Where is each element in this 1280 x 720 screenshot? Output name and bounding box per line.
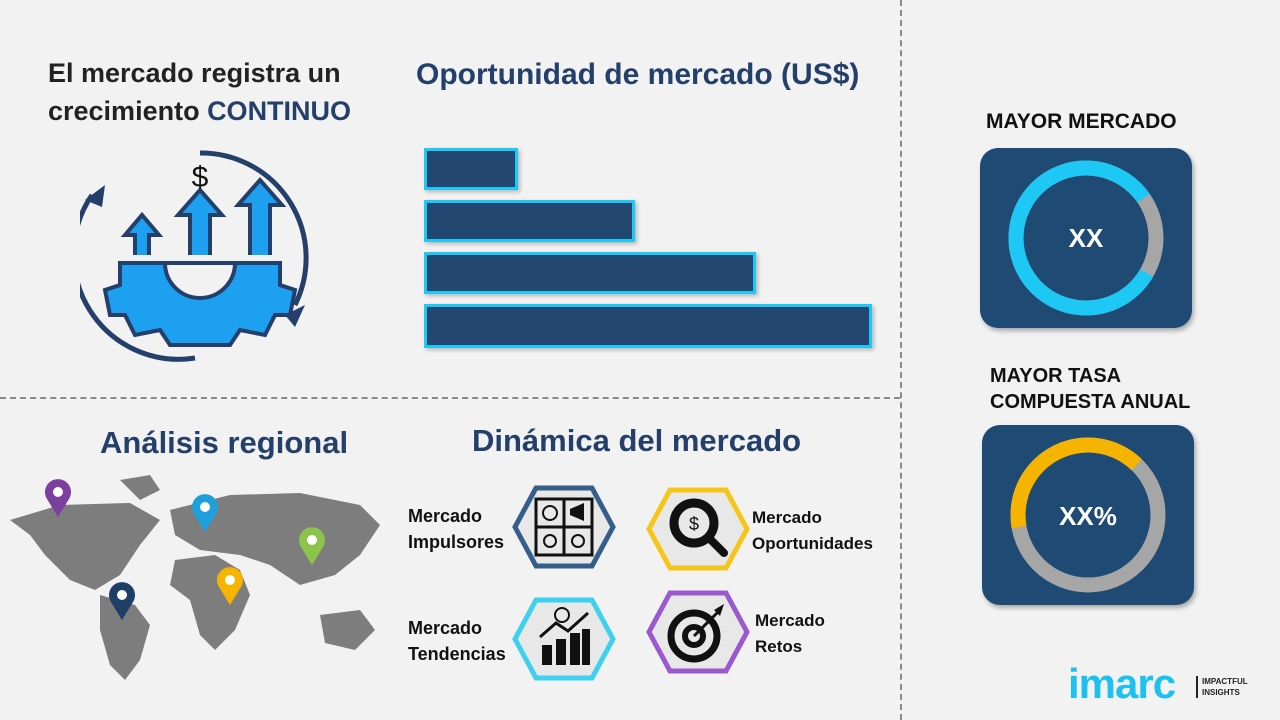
location-pin-icon: [299, 527, 325, 565]
location-pin-icon: [108, 582, 135, 620]
opportunity-bar: [424, 148, 519, 190]
logo-brand: imarc: [1068, 660, 1176, 707]
dynamics-item-line1: Mercado: [752, 508, 822, 527]
imarc-logo: imarc IMPACTFUL INSIGHTS: [1068, 660, 1248, 708]
dynamics-item-label: Mercado Oportunidades: [752, 505, 873, 557]
puzzle-icon: [512, 485, 616, 569]
cagr-value: XX%: [1059, 501, 1117, 531]
largest-market-card: XX: [980, 148, 1192, 328]
cagr-title: MAYOR TASA COMPUESTA ANUAL: [990, 363, 1190, 415]
svg-text:$: $: [192, 161, 209, 194]
dynamics-item-line2: Tendencias: [408, 644, 506, 664]
chart-growth-icon: [512, 597, 616, 681]
vertical-divider: [900, 0, 902, 720]
regional-title: Análisis regional: [100, 425, 349, 460]
location-pin-icon: [192, 494, 218, 532]
largest-market-value: XX: [1068, 223, 1104, 253]
location-pin-icon: [217, 567, 243, 605]
largest-market-title: MAYOR MERCADO: [986, 110, 1177, 133]
dynamics-item-line2: Retos: [755, 637, 803, 656]
magnifier-dollar-icon: $: [646, 487, 750, 571]
dynamics-item-label: Mercado Retos: [755, 608, 825, 660]
largest-market-donut: [1008, 160, 1164, 316]
opportunity-bar: [424, 252, 756, 294]
growth-heading: El mercado registra un crecimiento CONTI…: [48, 54, 351, 130]
cagr-card: XX%: [982, 425, 1194, 605]
logo-tag1: IMPACTFUL: [1202, 677, 1248, 686]
dynamics-item-line1: Mercado: [755, 611, 825, 630]
location-pin-icon: [45, 479, 71, 517]
growth-gear-dollar-icon: $: [80, 150, 309, 362]
dynamics-item-label: Mercado Impulsores: [408, 503, 504, 555]
dynamics-title: Dinámica del mercado: [472, 423, 802, 458]
horizontal-divider: [0, 397, 900, 399]
growth-emphasis: CONTINUO: [207, 96, 352, 126]
opportunity-bar: [424, 304, 872, 348]
cagr-title-line2: COMPUESTA ANUAL: [990, 391, 1191, 413]
dynamics-item-line2: Impulsores: [408, 532, 505, 552]
cagr-donut: [1010, 437, 1166, 593]
opportunity-bar: [424, 200, 635, 242]
dynamics-item-line1: Mercado: [408, 506, 483, 526]
logo-tag2: INSIGHTS: [1202, 688, 1240, 697]
dynamics-item-label: Mercado Tendencias: [408, 615, 506, 667]
target-icon: [646, 590, 750, 674]
dynamics-item-line1: Mercado: [408, 618, 483, 638]
world-map: [10, 475, 380, 680]
logo-tagline: IMPACTFUL INSIGHTS: [1196, 676, 1248, 698]
growth-prefix: crecimiento: [48, 96, 208, 126]
growth-line1: El mercado registra un: [48, 58, 341, 88]
cagr-title-line1: MAYOR TASA: [990, 365, 1122, 387]
dynamics-item-line2: Oportunidades: [752, 534, 873, 553]
growth-line2: crecimiento CONTINUO: [48, 92, 351, 130]
opportunity-title: Oportunidad de mercado (US$): [416, 58, 860, 91]
svg-text:$: $: [689, 514, 699, 534]
